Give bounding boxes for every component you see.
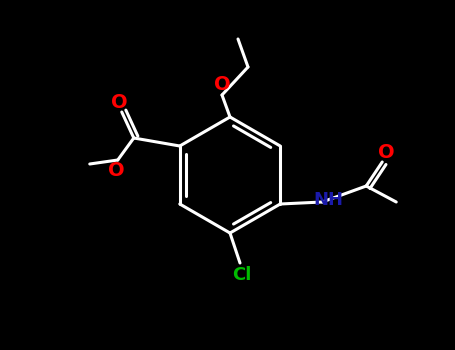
Text: O: O (214, 76, 230, 94)
Text: O: O (111, 92, 128, 112)
Text: Cl: Cl (233, 266, 252, 284)
Text: O: O (378, 142, 394, 161)
Text: O: O (108, 161, 125, 180)
Text: NH: NH (313, 191, 343, 209)
